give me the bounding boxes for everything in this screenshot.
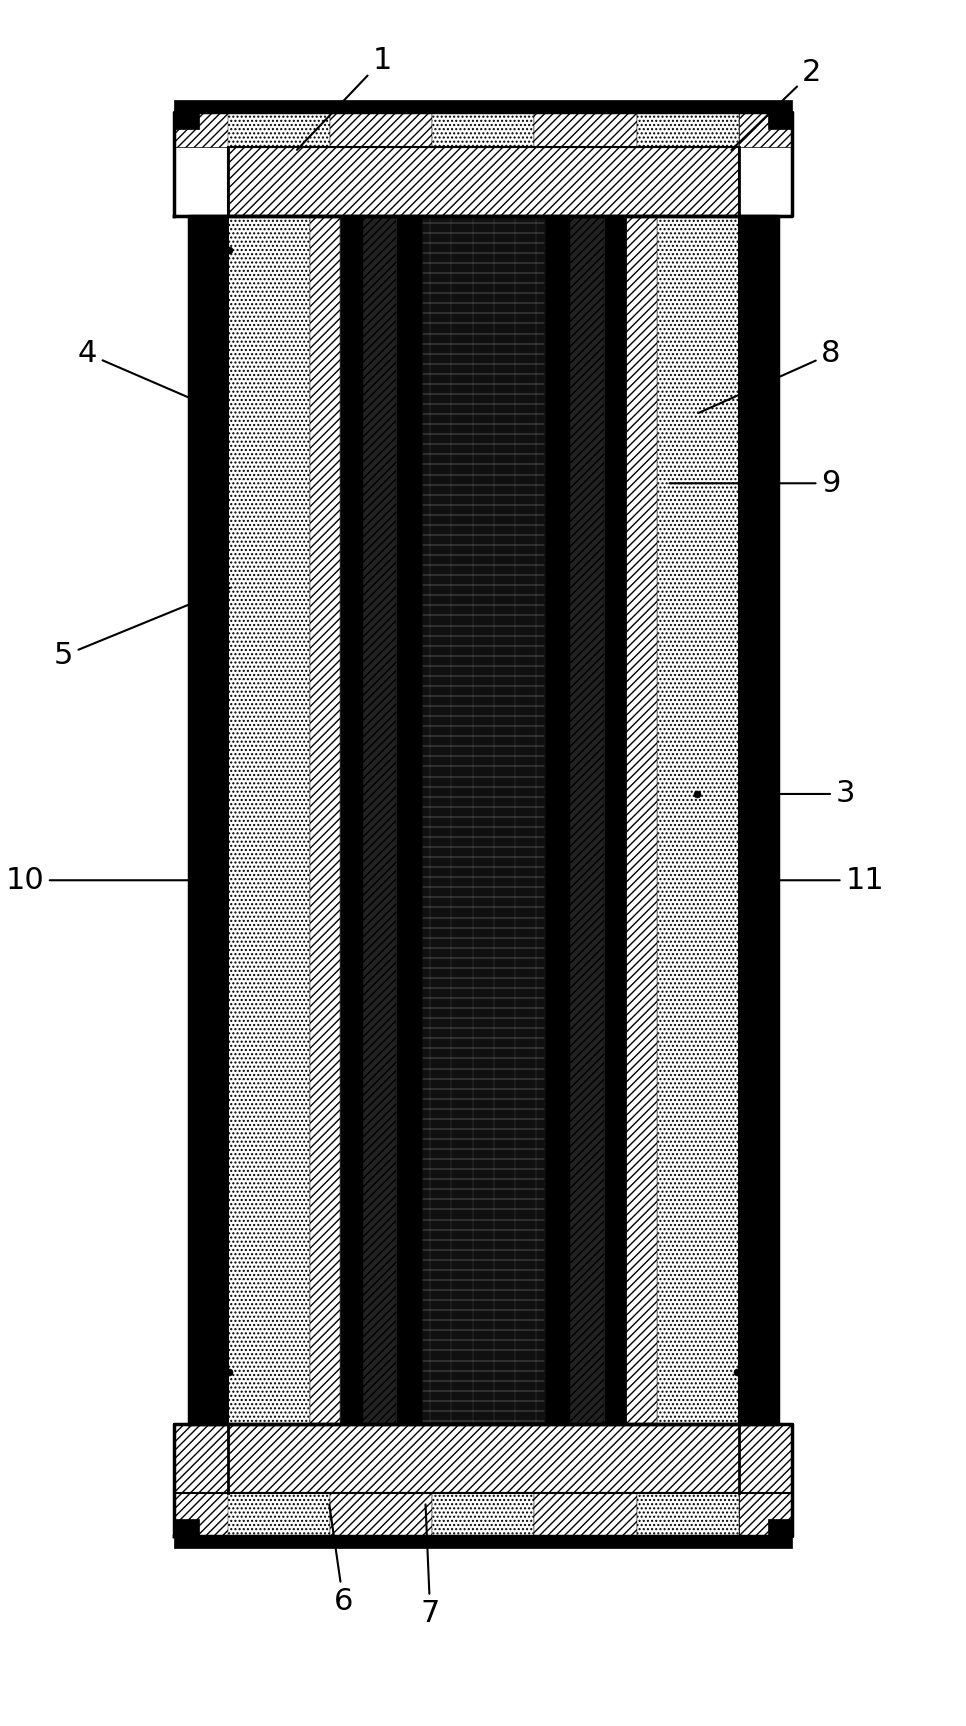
Bar	[228, 216, 309, 1424]
Bar	[626, 216, 657, 1424]
Text: 9: 9	[669, 469, 840, 497]
Bar	[228, 1493, 739, 1536]
Bar	[534, 1493, 637, 1536]
Bar	[329, 1493, 432, 1536]
Text: 8: 8	[698, 340, 840, 413]
Bar	[739, 216, 778, 1424]
Text: 5: 5	[54, 589, 230, 670]
Bar	[432, 112, 534, 147]
Bar	[175, 1493, 228, 1536]
Bar	[637, 112, 739, 147]
Bar	[175, 112, 228, 147]
Text: 11: 11	[781, 866, 884, 894]
Bar	[175, 100, 792, 112]
Bar	[340, 216, 362, 1424]
Bar	[739, 112, 792, 147]
Bar	[768, 1519, 792, 1536]
Bar	[768, 112, 792, 129]
Bar	[657, 216, 739, 1424]
Text: 6: 6	[329, 1505, 353, 1616]
Bar	[189, 216, 228, 1424]
Bar	[362, 216, 396, 1424]
Text: 2: 2	[731, 59, 821, 150]
Bar	[175, 1536, 792, 1548]
Bar	[637, 1493, 739, 1536]
Text: 7: 7	[420, 1505, 440, 1628]
Bar	[329, 112, 432, 147]
Bar	[546, 216, 570, 1424]
Text: 4: 4	[78, 340, 225, 413]
Bar	[739, 1493, 792, 1536]
Bar	[228, 112, 329, 147]
Bar	[175, 1519, 199, 1536]
Bar	[396, 216, 420, 1424]
Bar	[228, 147, 739, 216]
Bar	[432, 1493, 534, 1536]
Bar	[570, 216, 604, 1424]
Bar	[175, 112, 199, 129]
Bar	[420, 216, 546, 1424]
Text: 10: 10	[6, 866, 188, 894]
Text: 1: 1	[297, 47, 391, 150]
Bar	[604, 216, 626, 1424]
Bar	[228, 1493, 329, 1536]
Bar	[175, 1424, 792, 1493]
Bar	[534, 112, 637, 147]
Bar	[309, 216, 340, 1424]
Text: 3: 3	[742, 780, 855, 808]
